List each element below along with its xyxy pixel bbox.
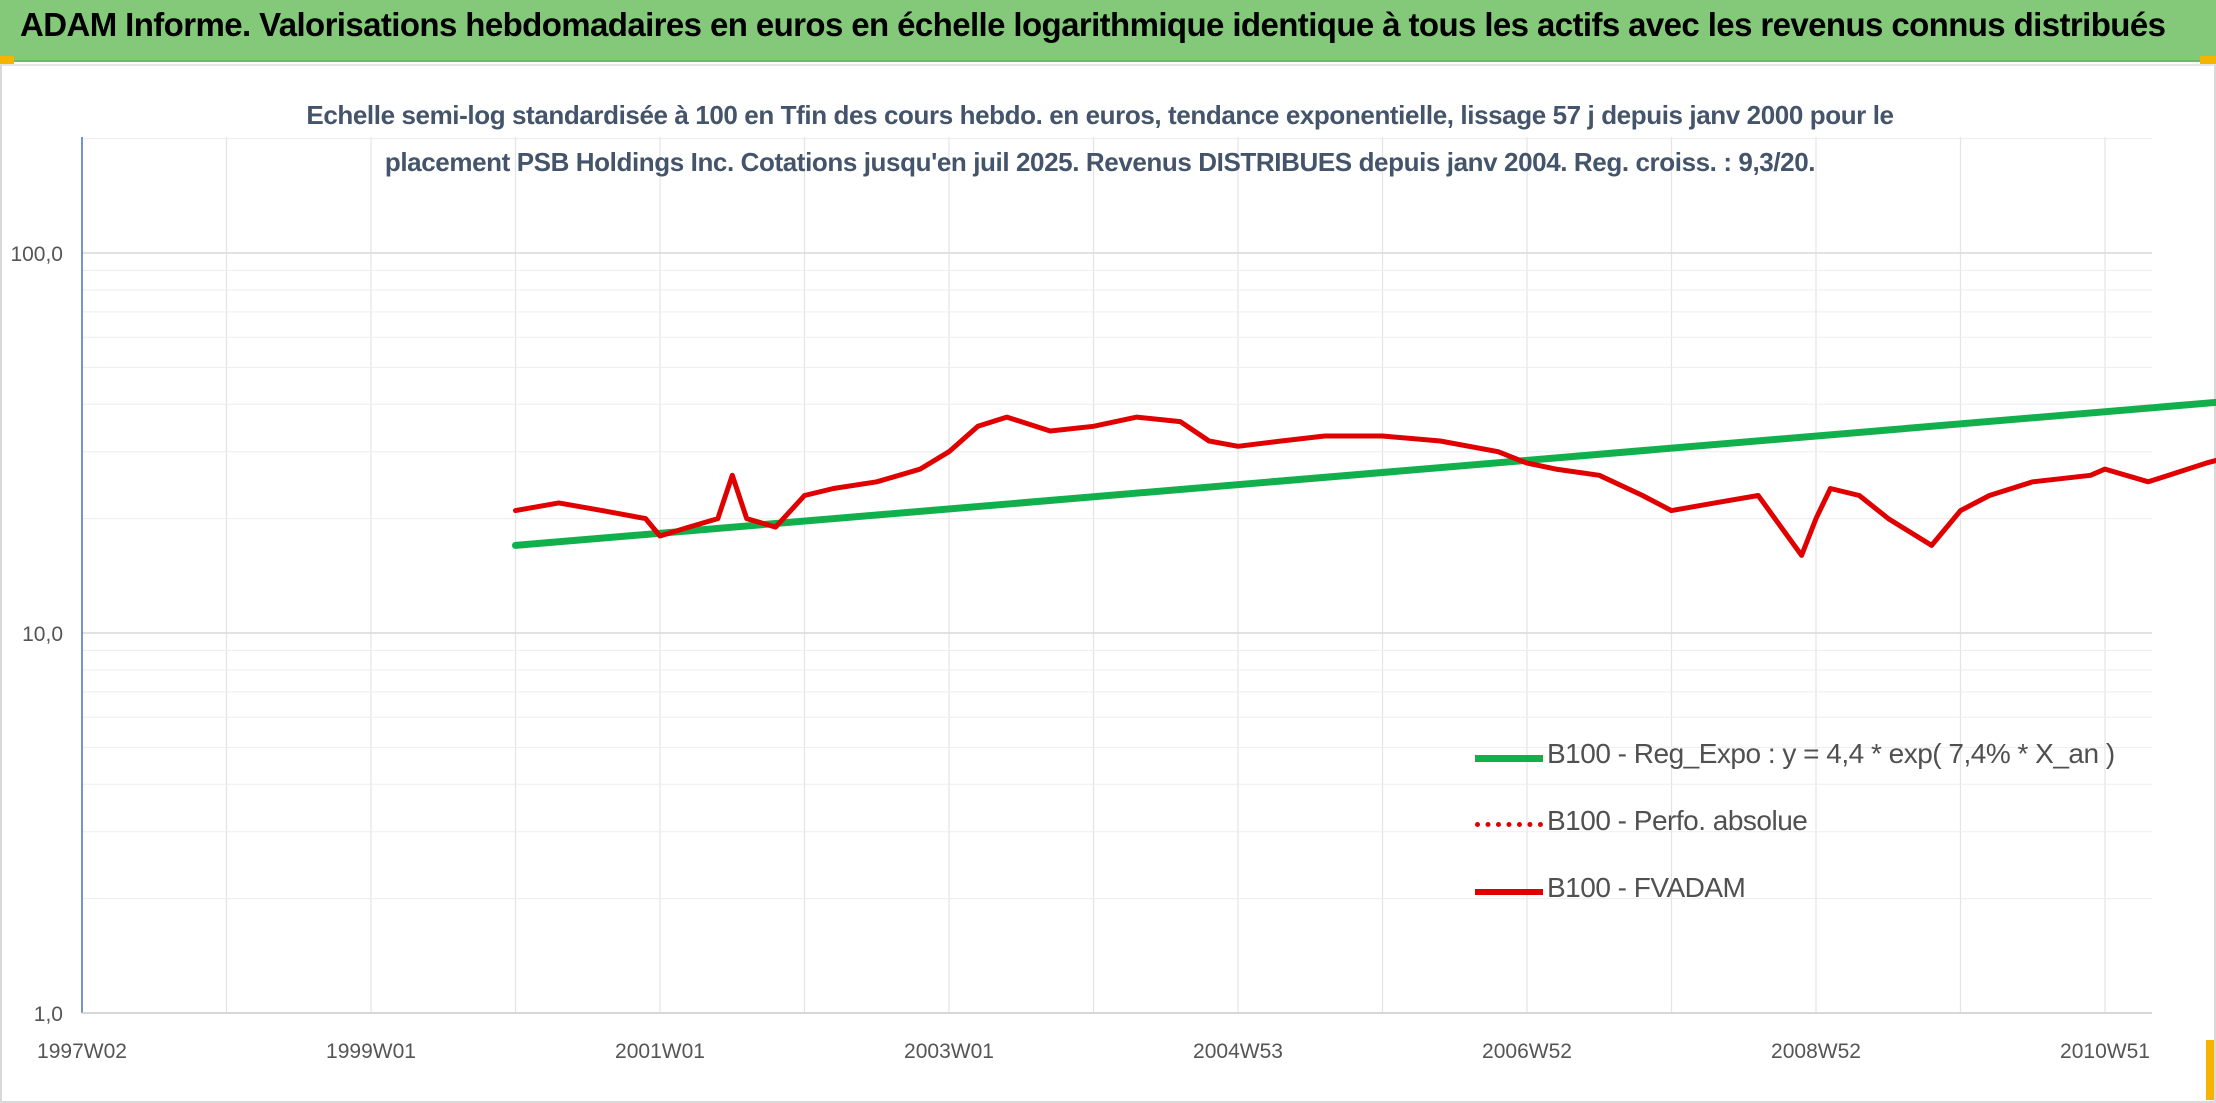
series-line-0	[512, 398, 2216, 549]
x-tick-label: 1997W02	[37, 1040, 127, 1063]
legend-label-fvadam: B100 - FVADAM	[1547, 872, 1746, 903]
legend-swatch-regression	[1475, 755, 1543, 762]
x-axis-ticks: 1997W02 1999W01 2001W01 2003W01 2004W53 2006W…	[37, 1040, 2150, 1063]
series-line-2	[513, 414, 2216, 558]
y-axis-ticks: 1,0 10,0 100,0	[10, 243, 63, 1026]
legend-item-regression: B100 - Reg_Expo : y = 4,4 * exp( 7,4% * …	[1475, 730, 2135, 797]
chart-area	[0, 64, 2216, 1103]
y-tick-label: 1,0	[34, 1003, 63, 1026]
report-title: ADAM Informe. Valorisations hebdomadaire…	[20, 6, 2166, 43]
chart-title: Echelle semi-log standardisée à 100 en T…	[306, 100, 1894, 177]
legend-swatch-perfo-absolue	[1475, 822, 1543, 827]
x-tick-label: 2010W51	[2060, 1040, 2150, 1063]
corner-marker-right	[2200, 56, 2216, 66]
axes	[81, 137, 2152, 1014]
x-tick-label: 2001W01	[615, 1040, 705, 1063]
legend-item-perfo-absolue: B100 - Perfo. absolue	[1475, 797, 2135, 864]
legend-item-fvadam: B100 - FVADAM	[1475, 864, 2135, 931]
corner-marker-left	[0, 56, 14, 66]
y-tick-label: 100,0	[10, 243, 63, 266]
series-group	[512, 398, 2216, 558]
legend-swatch-fvadam	[1475, 889, 1543, 895]
x-tick-label: 2008W52	[1771, 1040, 1861, 1063]
title-banner: ADAM Informe. Valorisations hebdomadaire…	[0, 0, 2216, 62]
x-tick-label: 1999W01	[326, 1040, 416, 1063]
legend-label-regression: B100 - Reg_Expo : y = 4,4 * exp( 7,4% * …	[1547, 738, 2115, 769]
chart-legend: B100 - Reg_Expo : y = 4,4 * exp( 7,4% * …	[1475, 730, 2135, 931]
x-tick-label: 2004W53	[1193, 1040, 1283, 1063]
x-tick-label: 2006W52	[1482, 1040, 1572, 1063]
y-tick-label: 10,0	[22, 623, 63, 646]
legend-label-perfo-absolue: B100 - Perfo. absolue	[1547, 805, 1808, 836]
corner-marker-bottom-right	[2206, 1040, 2216, 1100]
x-tick-label: 2003W01	[904, 1040, 994, 1063]
